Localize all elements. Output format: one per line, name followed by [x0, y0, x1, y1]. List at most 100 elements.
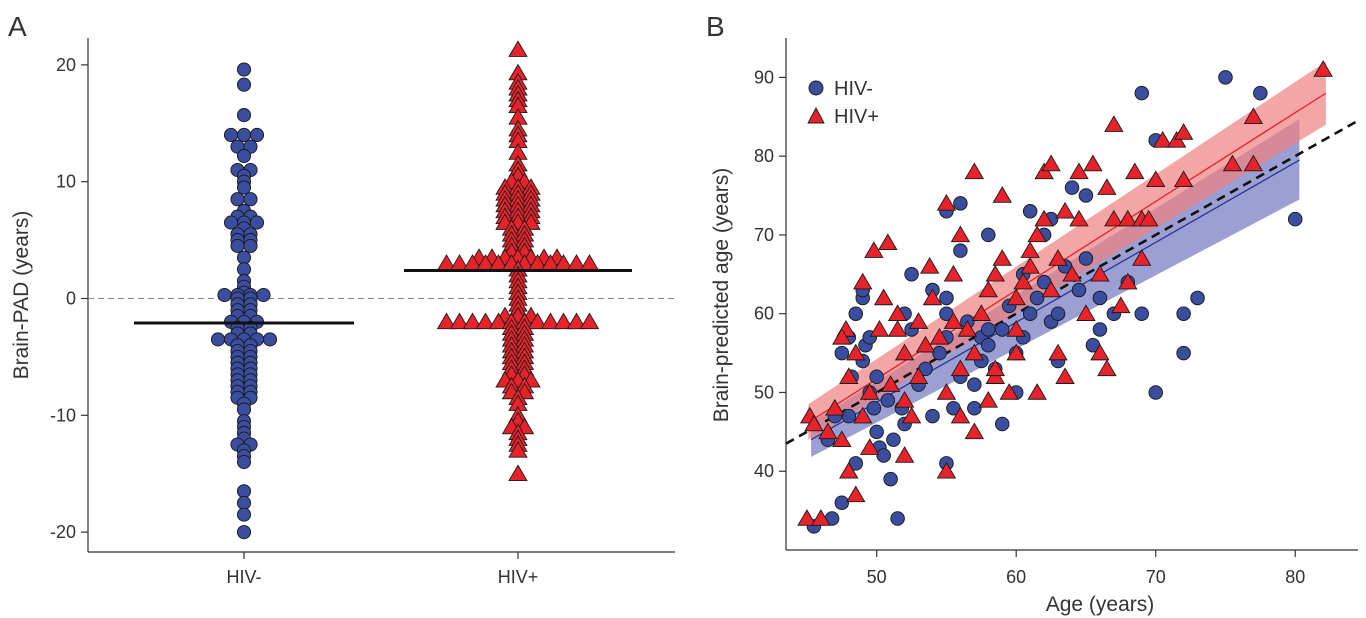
- data-point-hiv-neg: [1148, 385, 1163, 400]
- data-point-hiv-neg: [981, 337, 996, 353]
- fit-line-hiv-neg: [810, 159, 1300, 441]
- data-point-hiv-neg: [994, 322, 1010, 337]
- panel-a-points: [210, 40, 600, 540]
- data-point-hiv-neg: [866, 400, 882, 416]
- data-point-hiv-pos: [804, 414, 824, 432]
- data-point-hiv-pos: [1104, 115, 1124, 132]
- data-point-hiv-neg: [223, 127, 239, 143]
- panel-b-legend: HIV- HIV+: [807, 78, 879, 128]
- x-tick-label: HIV+: [498, 567, 539, 587]
- y-tick-label: 60: [754, 304, 774, 324]
- data-point-hiv-neg: [217, 287, 232, 303]
- data-point-hiv-neg: [1078, 251, 1094, 266]
- data-point-hiv-pos: [846, 485, 866, 503]
- data-point-hiv-pos: [1097, 359, 1117, 377]
- data-point-hiv-pos: [1034, 209, 1054, 227]
- data-point-hiv-neg: [243, 192, 258, 207]
- data-point-hiv-pos: [859, 438, 880, 455]
- data-point-hiv-pos: [1097, 178, 1117, 195]
- data-point-hiv-pos: [936, 194, 957, 211]
- y-tick-label: 50: [754, 382, 774, 402]
- data-point-hiv-neg: [1071, 282, 1087, 298]
- data-point-hiv-pos: [1132, 249, 1152, 266]
- x-tick-label: 80: [1285, 567, 1305, 587]
- data-point-hiv-pos: [978, 390, 999, 408]
- data-point-hiv-pos: [922, 288, 943, 306]
- data-point-hiv-pos: [873, 288, 894, 306]
- data-point-hiv-pos: [1090, 264, 1110, 282]
- data-point-hiv-neg: [939, 290, 954, 306]
- data-point-hiv-pos: [1041, 154, 1061, 172]
- data-point-hiv-neg: [967, 400, 982, 416]
- data-point-hiv-pos: [540, 312, 561, 330]
- data-point-hiv-neg: [223, 215, 239, 230]
- data-point-hiv-neg: [236, 148, 252, 164]
- data-point-hiv-pos: [887, 320, 908, 337]
- data-point-hiv-pos: [1118, 272, 1138, 290]
- data-point-hiv-neg: [249, 127, 265, 143]
- data-point-hiv-pos: [929, 327, 950, 345]
- data-point-hiv-pos: [1006, 288, 1026, 306]
- data-point-hiv-pos: [894, 343, 915, 361]
- data-point-hiv-pos: [553, 312, 574, 330]
- data-point-hiv-neg: [886, 432, 901, 447]
- data-point-hiv-neg: [869, 369, 884, 384]
- data-point-hiv-neg: [236, 507, 252, 522]
- legend-label-hiv-pos: HIV+: [834, 106, 879, 128]
- data-point-hiv-pos: [985, 264, 1005, 282]
- data-point-hiv-pos: [811, 509, 831, 526]
- y-tick-label: 10: [56, 172, 76, 192]
- y-tick-label: 80: [754, 146, 774, 166]
- data-point-hiv-pos: [1006, 343, 1026, 361]
- data-point-hiv-neg: [834, 495, 850, 510]
- panel-b-fit-lines: [807, 92, 1327, 441]
- data-point-hiv-neg: [981, 322, 996, 337]
- data-point-hiv-neg: [236, 108, 252, 123]
- data-point-hiv-pos: [1041, 280, 1061, 298]
- data-point-hiv-neg: [967, 377, 982, 392]
- y-tick-label: 0: [66, 289, 76, 309]
- panel-a-yticks: 20 10 0 -10 -20: [50, 55, 88, 542]
- y-tick-label: 20: [56, 55, 76, 75]
- data-point-hiv-pos: [832, 430, 852, 447]
- data-point-hiv-pos: [992, 186, 1012, 203]
- data-point-hiv-neg: [1134, 306, 1150, 321]
- data-point-hiv-neg: [876, 448, 891, 463]
- data-point-hiv-pos: [878, 233, 898, 251]
- data-point-hiv-pos: [508, 40, 528, 57]
- data-point-hiv-pos: [462, 312, 483, 330]
- data-point-hiv-pos: [1173, 123, 1194, 140]
- data-point-hiv-pos: [908, 312, 929, 329]
- data-point-hiv-pos: [853, 272, 873, 290]
- data-point-hiv-neg: [262, 332, 278, 347]
- data-point-hiv-pos: [957, 320, 978, 337]
- data-point-hiv-neg: [848, 306, 864, 321]
- data-point-hiv-neg: [236, 484, 252, 499]
- legend-label-hiv-neg: HIV-: [834, 78, 873, 100]
- data-point-hiv-pos: [853, 406, 873, 424]
- data-point-hiv-pos: [1020, 257, 1040, 274]
- data-point-hiv-neg: [236, 525, 252, 540]
- data-point-hiv-neg: [1176, 306, 1191, 321]
- y-tick-label: 40: [754, 461, 774, 481]
- data-point-hiv-pos: [1013, 272, 1033, 290]
- panel-a-means: [134, 268, 632, 325]
- data-point-hiv-pos: [908, 367, 929, 384]
- data-point-hiv-neg: [1287, 211, 1303, 227]
- data-point-hiv-pos: [1222, 154, 1243, 172]
- data-point-hiv-neg: [230, 192, 245, 207]
- data-point-hiv-pos: [1020, 241, 1040, 258]
- data-point-hiv-pos: [1048, 343, 1068, 361]
- data-point-hiv-pos: [1152, 131, 1173, 148]
- y-tick-label: -20: [50, 522, 76, 542]
- data-point-hiv-neg: [210, 332, 226, 347]
- data-point-hiv-neg: [1022, 306, 1038, 321]
- data-point-hiv-neg: [994, 416, 1010, 432]
- data-point-hiv-pos: [950, 406, 971, 424]
- data-point-hiv-neg: [1092, 322, 1108, 337]
- panel-b-letter: B: [706, 11, 725, 42]
- data-point-hiv-neg: [236, 262, 252, 277]
- data-point-hiv-pos: [566, 312, 587, 330]
- panel-a-xticks: HIV- HIV+: [226, 552, 538, 587]
